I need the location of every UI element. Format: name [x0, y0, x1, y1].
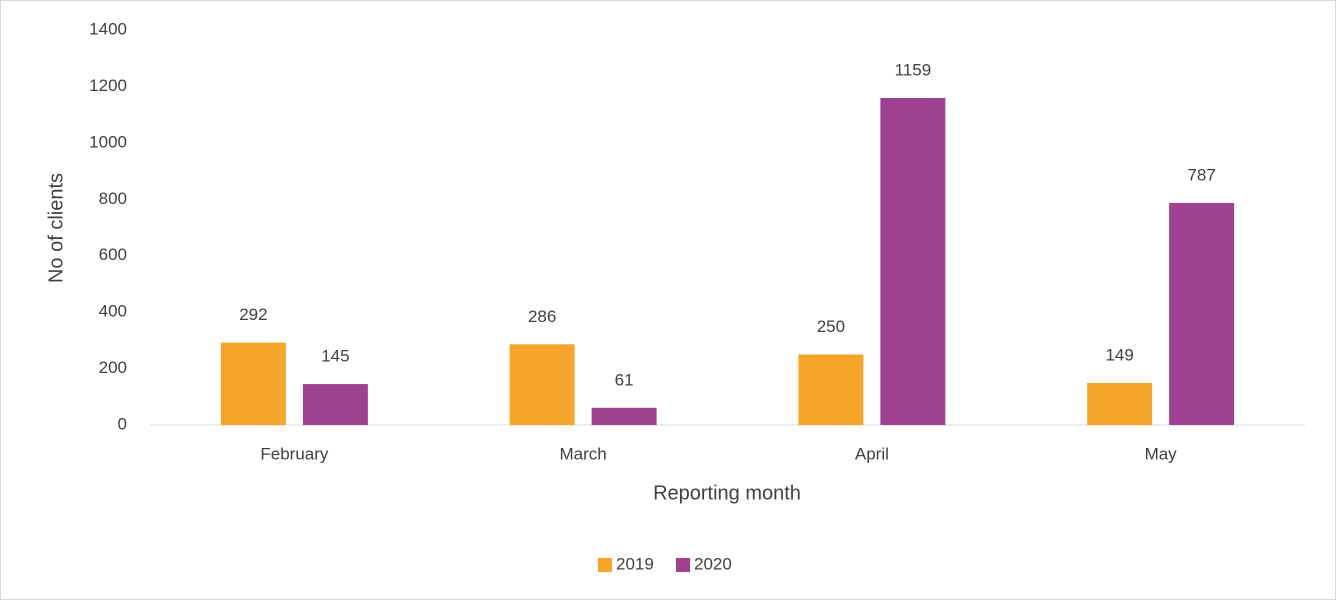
x-tick-label: May: [1145, 444, 1178, 463]
y-tick-label: 1200: [89, 76, 127, 95]
legend-label: 2019: [616, 554, 654, 573]
value-label: 149: [1105, 345, 1133, 364]
y-tick-label: 0: [118, 414, 127, 433]
bar: [509, 344, 575, 425]
x-tick-label: March: [560, 444, 607, 463]
x-axis-title: Reporting month: [653, 482, 801, 504]
y-tick-label: 200: [99, 358, 127, 377]
value-label: 250: [817, 317, 845, 336]
y-tick-label: 400: [99, 302, 127, 321]
bar: [798, 354, 864, 425]
legend-swatch: [676, 558, 690, 572]
y-tick-label: 1400: [89, 19, 127, 38]
x-tick-label: February: [260, 444, 329, 463]
bar: [880, 97, 946, 425]
y-tick-label: 600: [99, 245, 127, 264]
bar: [220, 342, 286, 425]
legend-label: 2020: [694, 554, 732, 573]
value-label: 61: [615, 370, 634, 389]
bar: [1169, 202, 1235, 425]
y-axis-title: No of clients: [45, 173, 67, 283]
value-label: 1159: [895, 60, 932, 79]
value-label: 292: [239, 305, 267, 324]
value-label: 145: [321, 347, 349, 366]
bar: [1087, 382, 1153, 425]
value-label: 787: [1187, 165, 1215, 184]
legend-swatch: [598, 558, 612, 572]
bar: [591, 407, 657, 425]
y-tick-label: 1000: [89, 132, 127, 151]
bar: [302, 384, 368, 425]
y-tick-label: 800: [99, 189, 127, 208]
value-label: 286: [528, 307, 556, 326]
x-tick-label: April: [855, 444, 889, 463]
